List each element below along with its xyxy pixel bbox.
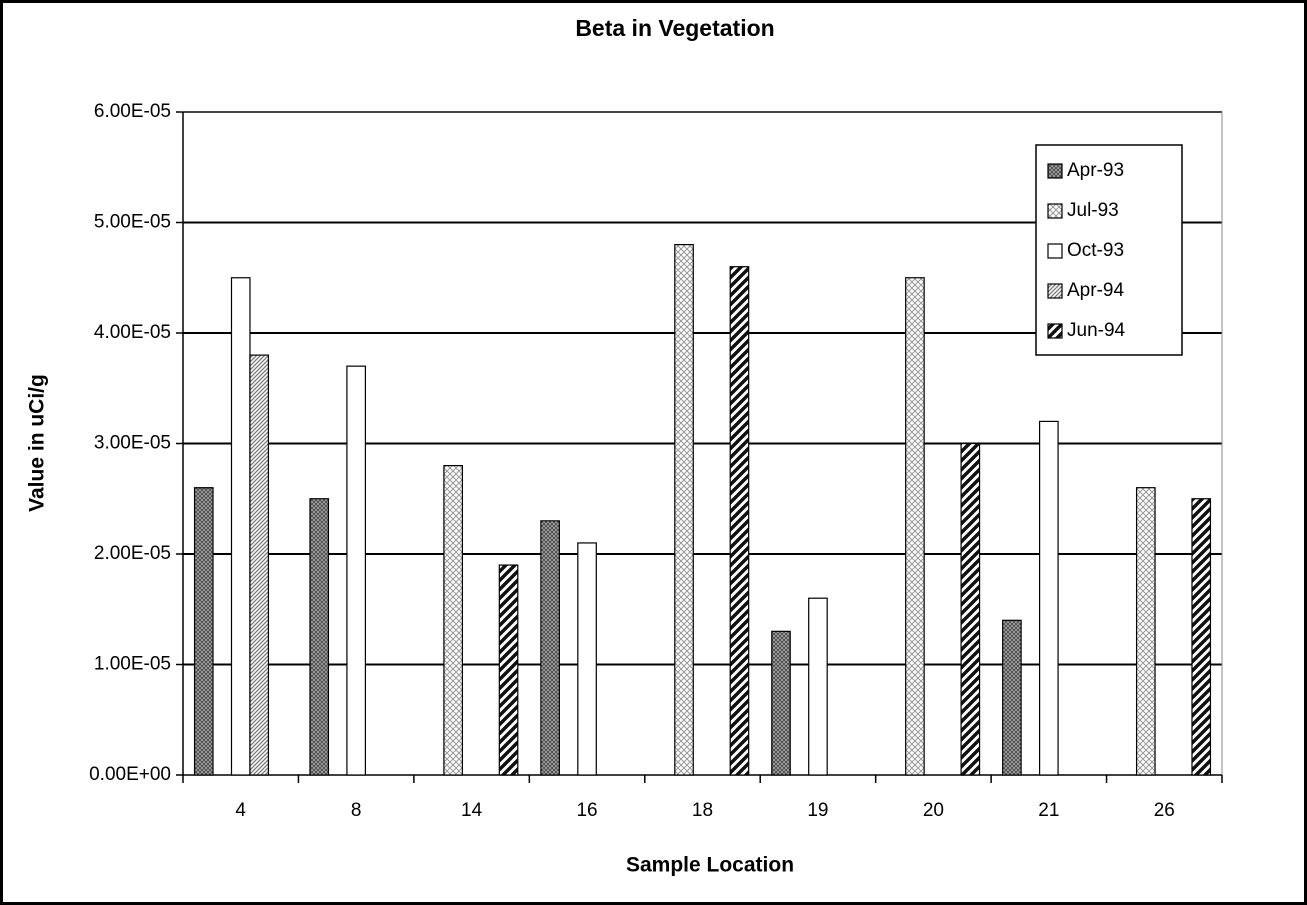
y-tick-label: 3.00E-05 xyxy=(94,433,171,454)
x-tick-label: 14 xyxy=(461,800,483,821)
y-tick-label: 1.00E-05 xyxy=(94,654,171,675)
y-axis-label: Value in uCi/g xyxy=(26,374,49,512)
bar xyxy=(905,277,925,776)
legend-label: Jul-93 xyxy=(1067,200,1119,221)
bar xyxy=(1135,487,1156,776)
legend-swatch xyxy=(1047,323,1063,339)
x-axis-label: Sample Location xyxy=(626,854,794,877)
bar xyxy=(808,597,828,776)
bar xyxy=(230,277,251,776)
y-tick-label: 0.00E+00 xyxy=(89,764,171,785)
bar xyxy=(540,520,560,776)
legend-label: Jun-94 xyxy=(1067,320,1126,341)
x-tick-label: 4 xyxy=(235,800,246,821)
bar xyxy=(1191,498,1212,776)
bar xyxy=(193,487,214,776)
legend-swatch xyxy=(1047,203,1063,219)
x-tick-label: 26 xyxy=(1154,800,1175,821)
bar xyxy=(960,442,981,776)
legend-label: Apr-94 xyxy=(1067,280,1124,301)
legend-swatch xyxy=(1047,283,1063,299)
legend-swatch xyxy=(1047,243,1063,259)
bar xyxy=(577,542,597,776)
legend: Apr-93 Jul-93 Oct-93 Apr-94 Jun-94 xyxy=(1035,144,1183,356)
bar xyxy=(771,630,791,776)
bar xyxy=(674,244,694,776)
y-tick-label: 6.00E-05 xyxy=(94,101,171,122)
bar xyxy=(443,465,463,776)
y-tick-label: 4.00E-05 xyxy=(94,322,171,343)
chart-title: Beta in Vegetation xyxy=(575,15,774,41)
bar xyxy=(1002,619,1022,776)
legend-label: Apr-93 xyxy=(1067,160,1124,181)
legend-swatch xyxy=(1047,163,1063,179)
bar xyxy=(249,354,270,776)
bar xyxy=(1038,420,1059,776)
legend-label: Oct-93 xyxy=(1067,240,1124,261)
bar xyxy=(498,564,519,776)
x-tick-label: 18 xyxy=(692,800,713,821)
bar xyxy=(729,266,750,776)
x-tick-label: 20 xyxy=(923,800,944,821)
x-tick-label: 21 xyxy=(1038,800,1059,821)
x-tick-label: 16 xyxy=(576,800,597,821)
y-tick-label: 2.00E-05 xyxy=(94,543,171,564)
y-tick-label: 5.00E-05 xyxy=(94,212,171,233)
bar xyxy=(309,498,330,776)
x-tick-label: 19 xyxy=(807,800,828,821)
x-tick-label: 8 xyxy=(351,800,362,821)
bar xyxy=(346,365,367,776)
